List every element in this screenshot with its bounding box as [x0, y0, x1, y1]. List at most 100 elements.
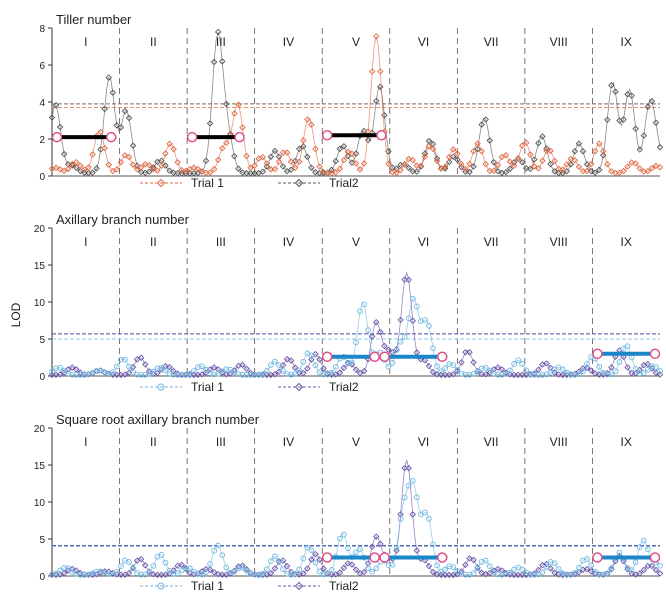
series-point: [567, 371, 574, 378]
panel-title: Tiller number: [56, 12, 132, 27]
series-point: [219, 58, 226, 65]
chromosome-label: IV: [283, 235, 294, 249]
series-point: [320, 565, 327, 572]
series-point: [190, 164, 198, 171]
series-point: [624, 163, 631, 170]
series-point: [174, 159, 181, 166]
series-point: [397, 338, 404, 345]
series-point: [628, 92, 635, 99]
series-point: [458, 163, 465, 171]
series-point: [141, 361, 149, 368]
series-point: [575, 163, 583, 170]
series-point: [308, 164, 315, 171]
series-point: [348, 159, 356, 166]
series-point: [284, 570, 290, 577]
series-point: [73, 571, 80, 577]
series-point: [656, 570, 664, 577]
series-point: [247, 570, 254, 577]
legend-label: Trial 1: [191, 579, 224, 593]
series-point: [409, 478, 416, 484]
series-point: [413, 162, 421, 169]
series-point: [182, 564, 189, 571]
series-point: [93, 368, 100, 374]
series-point: [336, 535, 343, 542]
series-point: [421, 153, 429, 160]
series-point: [154, 167, 161, 174]
series-point: [97, 128, 104, 136]
ci-marker: [321, 130, 333, 141]
series-point: [474, 368, 481, 375]
series-point: [210, 58, 218, 66]
series-point: [275, 158, 283, 166]
series-point: [255, 571, 262, 578]
ci-marker: [592, 552, 603, 563]
ci-marker: [592, 348, 603, 360]
series-point: [612, 353, 619, 360]
ci-marker: [379, 552, 390, 563]
series-point: [215, 542, 222, 549]
ci-marker: [234, 131, 245, 143]
series-point: [393, 165, 400, 172]
series-point: [640, 537, 647, 544]
series-point: [551, 157, 558, 165]
series-point: [353, 339, 359, 346]
series-point: [413, 303, 420, 310]
legend-label: Trial 1: [191, 380, 224, 394]
series-point: [482, 364, 489, 371]
series-point: [434, 562, 440, 569]
series-point: [494, 161, 502, 169]
series-point: [308, 556, 315, 563]
series-point: [434, 363, 440, 370]
series-point: [551, 560, 558, 567]
ci-marker: [51, 131, 63, 143]
panel-title: Square root axillary branch number: [56, 412, 260, 427]
series-point: [64, 165, 72, 173]
chromosome-label: VII: [484, 35, 499, 49]
series-point: [191, 368, 197, 374]
series-point: [126, 559, 132, 565]
series-point: [531, 163, 538, 170]
chromosome-label: V: [352, 235, 360, 249]
series-point: [267, 569, 275, 577]
series-point: [259, 570, 266, 577]
chromosome-label: IX: [621, 35, 632, 49]
series-point: [170, 571, 177, 577]
series-point: [571, 148, 579, 155]
series-point: [352, 160, 360, 167]
series-point: [478, 569, 485, 577]
series-point: [430, 345, 436, 352]
series-point: [53, 365, 59, 372]
series-point: [332, 363, 339, 370]
series-point: [442, 566, 449, 573]
series-point: [287, 357, 295, 364]
series-point: [352, 366, 360, 373]
series-point: [263, 367, 270, 374]
series-point: [345, 359, 351, 366]
series-point: [312, 550, 319, 558]
series-point: [186, 565, 193, 572]
series-point: [535, 372, 542, 378]
series-point: [162, 162, 169, 169]
series-point: [312, 559, 319, 566]
series-point: [146, 371, 153, 377]
chromosome-label: V: [352, 435, 360, 449]
series-point: [514, 155, 522, 163]
series-point: [531, 371, 538, 378]
series-point: [373, 565, 380, 572]
series-point: [194, 165, 202, 173]
series-point: [567, 160, 575, 168]
y-tick-label: 15: [34, 461, 46, 472]
series-line: [51, 298, 661, 376]
y-tick-label: 20: [34, 224, 46, 235]
series-point: [490, 167, 498, 174]
series-point: [235, 371, 242, 378]
series-point: [105, 74, 112, 81]
series-point: [446, 361, 453, 367]
series-point: [300, 570, 307, 577]
series-point: [304, 116, 311, 123]
series-point: [360, 568, 368, 576]
series-point: [426, 323, 432, 329]
series-point: [154, 365, 161, 372]
series-point: [409, 317, 416, 325]
series-point: [596, 571, 603, 578]
